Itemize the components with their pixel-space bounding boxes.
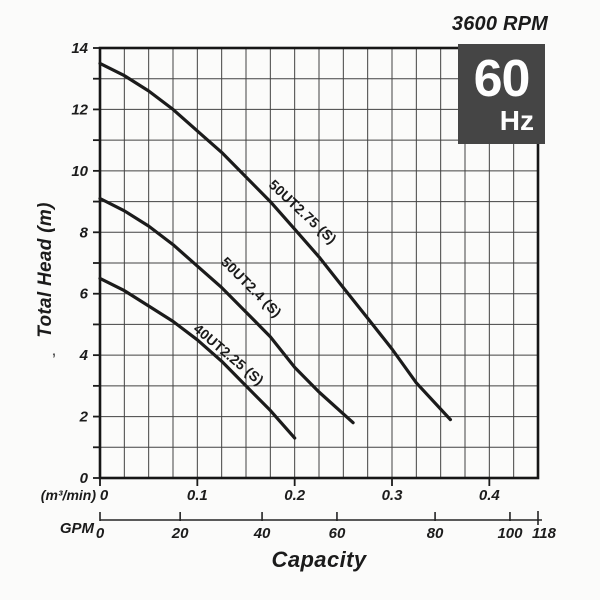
- pump-curve-label-2: 40UT2.25 (S): [191, 320, 267, 388]
- y-tick-label: 2: [79, 409, 89, 426]
- x-tick-label-gpm: 100: [497, 525, 523, 542]
- pump-curve-1: [98, 196, 355, 425]
- scan-stray-mark: ’: [52, 350, 56, 366]
- x-axis-unit-gpm: GPM: [59, 520, 94, 537]
- pump-curve-0: [98, 61, 452, 422]
- y-tick-label: 8: [80, 224, 89, 241]
- y-tick-label: 4: [79, 347, 89, 364]
- pump-curves: [98, 61, 452, 440]
- y-axis-title: Total Head (m): [35, 202, 56, 338]
- x-axis-title: Capacity: [271, 547, 367, 572]
- y-tick-label: 10: [71, 163, 88, 180]
- x-tick-label-gpm: 60: [329, 525, 346, 542]
- pump-curve-label-1: 50UT2.4 (S): [218, 254, 285, 321]
- x-tick-label-gpm: 80: [427, 525, 444, 542]
- x-tick-label-m3min: 0.2: [284, 487, 306, 504]
- x-axis-unit-m3min: (m³/min): [40, 487, 96, 503]
- x-tick-label-m3min: 0.4: [479, 487, 501, 504]
- y-tick-label: 12: [71, 101, 88, 118]
- y-tick-label: 0: [80, 470, 89, 487]
- x-tick-label-m3min: 0.3: [382, 487, 404, 504]
- frequency-badge: 60 Hz: [458, 44, 545, 144]
- x-tick-label-m3min: 0: [100, 487, 109, 504]
- x-tick-label-gpm: 118: [532, 525, 557, 542]
- x-tick-label-m3min: 0.1: [187, 487, 208, 504]
- x-tick-label-gpm: 40: [253, 525, 271, 542]
- rpm-label: 3600 RPM: [451, 13, 548, 35]
- x-tick-label-gpm: 20: [171, 525, 189, 542]
- frequency-value: 60: [473, 50, 531, 108]
- x-tick-label-gpm: 0: [96, 525, 105, 542]
- y-tick-label: 14: [71, 40, 88, 57]
- frequency-unit: Hz: [499, 105, 534, 136]
- axis-ticks: [93, 47, 491, 486]
- pump-curve-2: [98, 276, 297, 440]
- y-tick-label: 6: [80, 286, 89, 303]
